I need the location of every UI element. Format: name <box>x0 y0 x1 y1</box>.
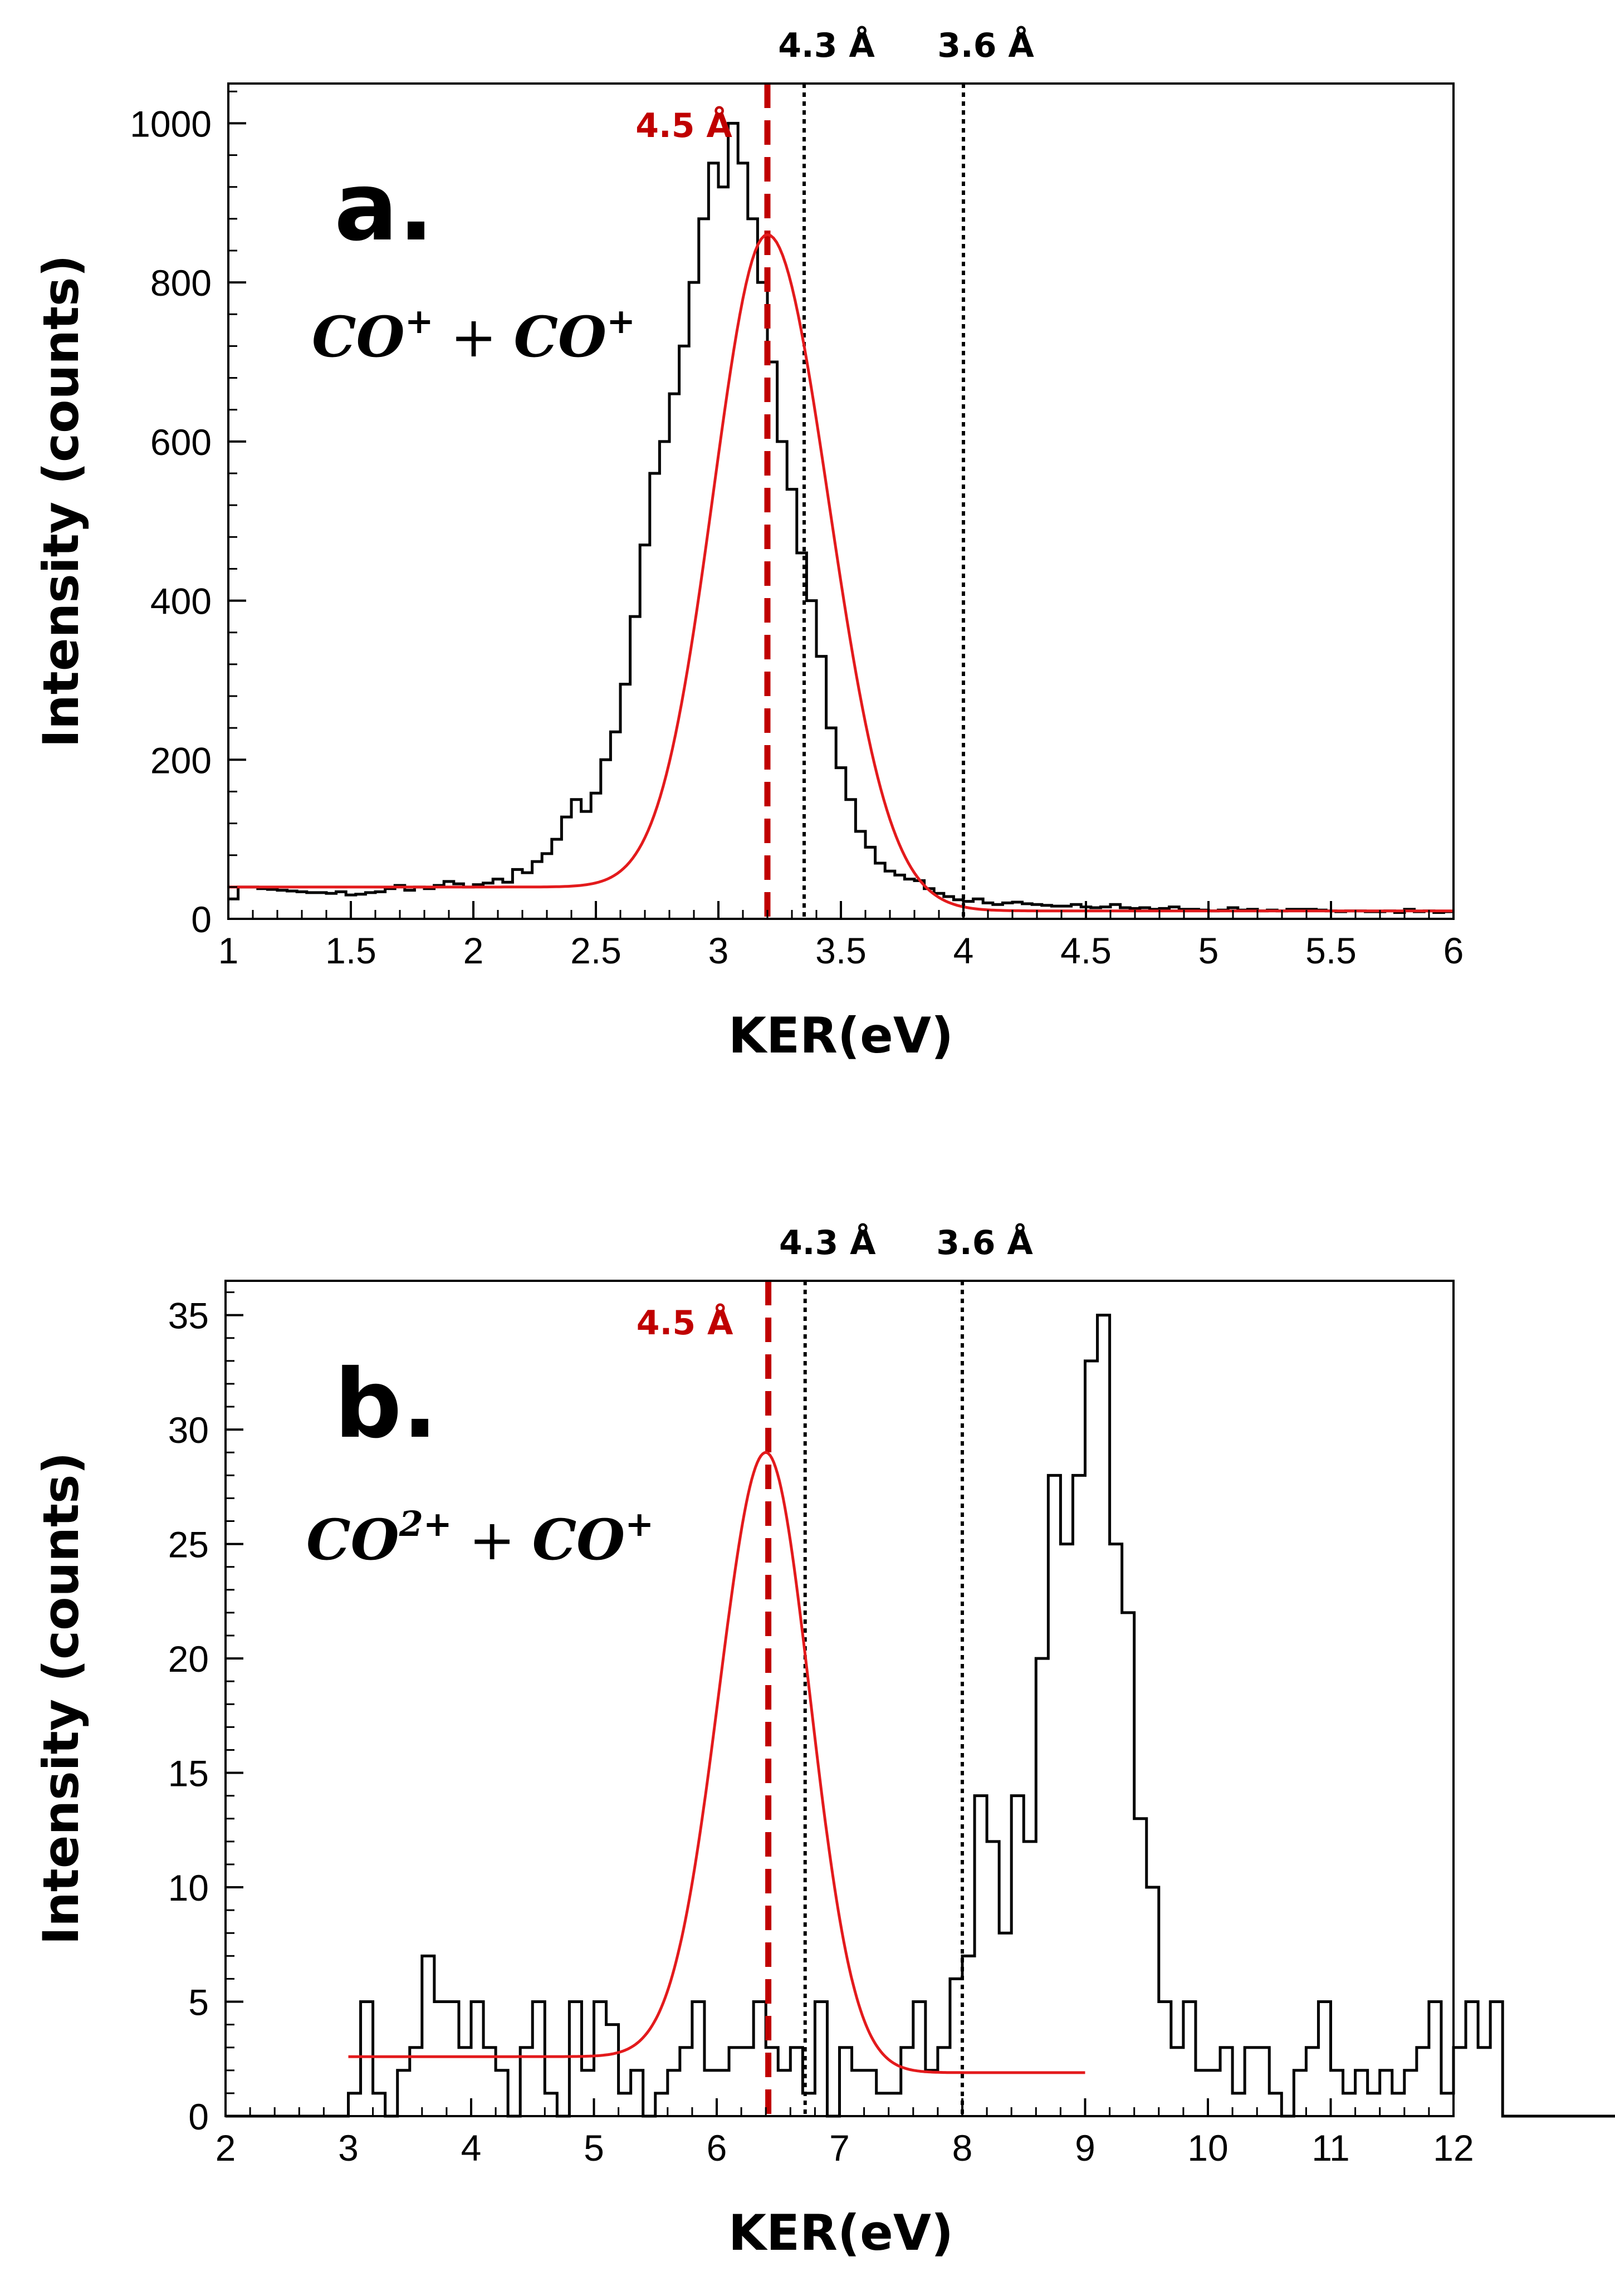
species-a-particle1: CO <box>312 304 405 370</box>
x-axis-title-a: KER(eV) <box>728 1007 953 1064</box>
y-tick-label-a-2: 400 <box>150 581 212 622</box>
ticks-b: 2 3 4 5 6 7 8 9 10 11 12 0 5 10 15 20 25 30 35 <box>168 1291 1474 2168</box>
species-b-charge2: + <box>625 1504 654 1544</box>
x-tick-label-a-2: 2 <box>463 930 484 971</box>
fit-line-a <box>228 233 1453 913</box>
x-tick-label-a-0: 1 <box>218 930 239 971</box>
x-tick-label-a-10: 6 <box>1443 930 1464 971</box>
y-tick-label-a-3: 600 <box>150 422 212 463</box>
marker-label-a-0: 4.5 Å <box>635 106 732 145</box>
marker-label-b-1: 4.3 Å <box>779 1223 876 1262</box>
x-tick-label-b-9: 11 <box>1311 2127 1350 2168</box>
x-tick-label-b-1: 3 <box>338 2127 359 2168</box>
y-axis-title-b: Intensity (counts) <box>32 1452 90 1945</box>
markers-b <box>765 1281 964 2116</box>
x-tick-label-b-3: 5 <box>584 2127 604 2168</box>
y-tick-label-b-3: 15 <box>168 1753 209 1794</box>
marker-label-a-2: 3.6 Å <box>937 26 1034 65</box>
marker-label-b-2: 3.6 Å <box>936 1223 1033 1262</box>
x-tick-label-b-0: 2 <box>216 2127 236 2168</box>
species-b-plus: + <box>469 1507 516 1573</box>
x-axis-title-b: KER(eV) <box>728 2204 953 2261</box>
panel-a: 1 1.5 2 2.5 3 3.5 4 4.5 5 5.5 6 0 200 400 600 800 1000 4… <box>32 26 1464 1064</box>
x-tick-label-a-6: 4 <box>953 930 974 971</box>
y-tick-label-b-6: 30 <box>168 1409 209 1451</box>
species-b-particle1: CO <box>306 1507 399 1573</box>
species-label-a: CO+ + CO+ <box>312 301 635 370</box>
x-tick-label-b-7: 9 <box>1075 2127 1095 2168</box>
species-label-b: CO2+ + CO+ <box>306 1504 654 1573</box>
x-tick-label-b-6: 8 <box>952 2127 973 2168</box>
markers-a <box>764 84 965 919</box>
species-a-charge1: + <box>405 301 434 341</box>
fit-line-b <box>348 1451 1085 2074</box>
y-tick-label-a-4: 800 <box>150 262 212 303</box>
fit-curve-a <box>228 233 1453 913</box>
x-tick-label-a-4: 3 <box>708 930 729 971</box>
y-tick-label-b-1: 5 <box>188 1982 209 2023</box>
y-tick-label-b-7: 35 <box>168 1295 209 1337</box>
ticks-a: 1 1.5 2 2.5 3 3.5 4 4.5 5 5.5 6 0 200 400 600 800 1000 <box>130 90 1464 971</box>
marker-labels-a: 4.5 Å 4.3 Å 3.6 Å <box>635 26 1034 145</box>
marker-labels-b: 4.5 Å 4.3 Å 3.6 Å <box>637 1223 1034 1343</box>
marker-label-b-0: 4.5 Å <box>637 1303 733 1343</box>
y-tick-label-b-4: 20 <box>168 1638 209 1680</box>
panel-label-a: a. <box>334 152 434 262</box>
histogram-outline-a <box>228 121 1453 914</box>
species-a-plus: + <box>451 305 497 370</box>
x-tick-label-a-7: 4.5 <box>1060 930 1112 971</box>
x-tick-label-a-5: 3.5 <box>815 930 867 971</box>
x-tick-label-b-8: 10 <box>1187 2127 1228 2168</box>
y-tick-label-a-0: 0 <box>191 899 212 940</box>
x-tick-label-a-3: 2.5 <box>570 930 621 971</box>
y-tick-label-b-2: 10 <box>168 1867 209 1908</box>
x-tick-label-a-8: 5 <box>1198 930 1219 971</box>
panel-label-b: b. <box>334 1349 438 1460</box>
marker-label-a-1: 4.3 Å <box>778 26 875 65</box>
x-tick-label-b-4: 6 <box>707 2127 727 2168</box>
x-tick-label-a-1: 1.5 <box>325 930 376 971</box>
species-b-charge1: 2+ <box>399 1504 452 1544</box>
x-tick-label-b-5: 7 <box>829 2127 850 2168</box>
histogram-a <box>228 121 1453 914</box>
y-tick-label-b-5: 25 <box>168 1524 209 1565</box>
y-tick-label-a-1: 200 <box>150 740 212 781</box>
y-tick-label-b-0: 0 <box>188 2096 209 2137</box>
species-a-particle2: CO <box>513 304 606 370</box>
x-tick-label-b-10: 12 <box>1433 2127 1474 2168</box>
y-tick-label-a-5: 1000 <box>130 103 212 144</box>
x-tick-label-a-9: 5.5 <box>1305 930 1357 971</box>
panel-b: 2 3 4 5 6 7 8 9 10 11 12 0 5 10 15 20 25 30 35 4.5 Å 4.3 Å 3… <box>32 1223 1615 2261</box>
species-b-particle2: CO <box>532 1507 625 1573</box>
species-a-charge2: + <box>606 301 635 341</box>
fit-curve-b <box>348 1451 1085 2074</box>
y-axis-title-a: Intensity (counts) <box>32 254 90 747</box>
x-tick-label-b-2: 4 <box>461 2127 482 2168</box>
